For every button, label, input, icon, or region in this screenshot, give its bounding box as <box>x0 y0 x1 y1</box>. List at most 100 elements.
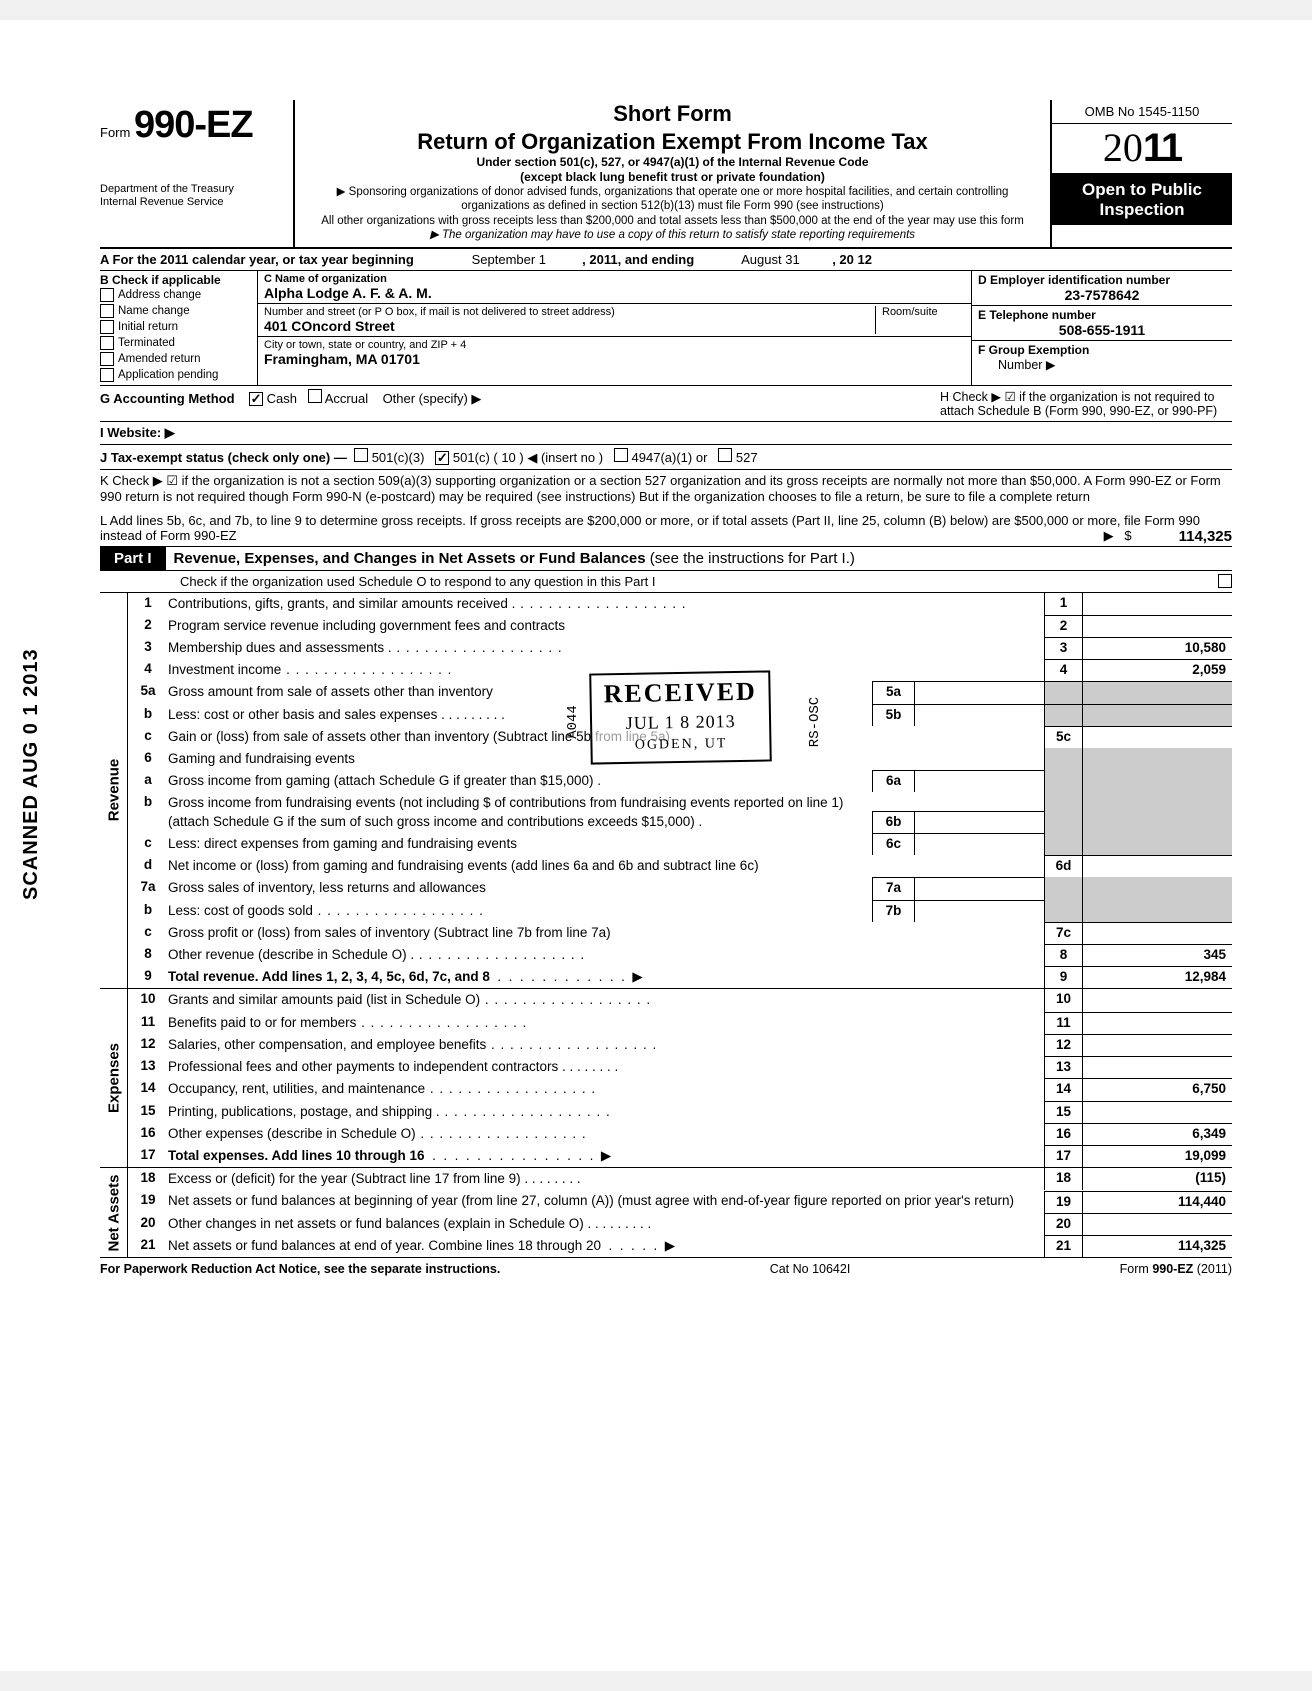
line-7a: 7aGross sales of inventory, less returns… <box>128 877 1232 899</box>
other-label: Other (specify) ▶ <box>383 391 482 406</box>
group-ex-number: Number ▶ <box>978 357 1226 372</box>
part1-tag: Part I <box>100 547 166 570</box>
revenue-section: Revenue 1Contributions, gifts, grants, a… <box>100 593 1232 990</box>
block-bcdef: B Check if applicable Address change Nam… <box>100 271 1232 386</box>
omb-number: OMB No 1545-1150 <box>1052 100 1232 124</box>
line-18: 18Excess or (deficit) for the year (Subt… <box>128 1168 1232 1190</box>
form-number-big: 990-EZ <box>134 104 253 146</box>
chk-terminated[interactable]: Terminated <box>100 335 253 351</box>
line-l-amount: 114,325 <box>1179 528 1232 545</box>
line-6b: bGross income from fundraising events (n… <box>128 792 1232 832</box>
revenue-lines: 1Contributions, gifts, grants, and simil… <box>128 593 1232 989</box>
dept-line1: Department of the Treasury <box>100 183 287 196</box>
chk-accrual[interactable] <box>308 389 322 403</box>
a1-label: 4947(a)(1) or <box>632 450 708 465</box>
line-6a: aGross income from gaming (attach Schedu… <box>128 770 1232 792</box>
line-3: 3Membership dues and assessments .310,58… <box>128 637 1232 659</box>
sched-o-text: Check if the organization used Schedule … <box>180 574 656 589</box>
note-1: ▶ Sponsoring organizations of donor advi… <box>303 185 1042 214</box>
line-a-pre: A For the 2011 calendar year, or tax yea… <box>100 252 414 267</box>
revenue-label: Revenue <box>100 593 128 989</box>
open-line1: Open to Public <box>1054 180 1230 200</box>
expenses-lines: 10Grants and similar amounts paid (list … <box>128 989 1232 1167</box>
chk-4947[interactable] <box>614 448 628 462</box>
line-7c: cGross profit or (loss) from sales of in… <box>128 922 1232 944</box>
j-content: J Tax-exempt status (check only one) — 5… <box>100 445 932 469</box>
part1-title: Revenue, Expenses, and Changes in Net As… <box>166 550 855 567</box>
city-label: City or town, state or country, and ZIP … <box>264 339 965 351</box>
stamp-code-1: A044 <box>565 705 581 739</box>
row-gh: G Accounting Method ✓ Cash Accrual Other… <box>100 386 1232 422</box>
row-j-right <box>932 445 1232 469</box>
page-footer: For Paperwork Reduction Act Notice, see … <box>100 1258 1232 1276</box>
netassets-label: Net Assets <box>100 1168 128 1257</box>
line-21: 21Net assets or fund balances at end of … <box>128 1235 1232 1257</box>
line-15: 15Printing, publications, postage, and s… <box>128 1101 1232 1123</box>
line-a-yr: , 20 12 <box>832 252 872 267</box>
form-page: SCANNED AUG 0 1 2013 Form 990-EZ Departm… <box>0 20 1312 1671</box>
line-l: L Add lines 5b, 6c, and 7b, to line 9 to… <box>100 510 1232 547</box>
chk-527[interactable] <box>718 448 732 462</box>
row-org-city: City or town, state or country, and ZIP … <box>258 337 971 369</box>
chk-address-change[interactable]: Address change <box>100 287 253 303</box>
form-header: Form 990-EZ Department of the Treasury I… <box>100 100 1232 249</box>
row-i: I Website: ▶ <box>100 422 1232 445</box>
chk-501c3[interactable] <box>354 448 368 462</box>
expenses-label: Expenses <box>100 989 128 1167</box>
org-name-value: Alpha Lodge A. F. & A. M. <box>264 285 965 301</box>
dept-line2: Internal Revenue Service <box>100 196 287 209</box>
chk-cash[interactable]: ✓ <box>249 392 263 406</box>
part1-header: Part I Revenue, Expenses, and Changes in… <box>100 547 1232 571</box>
chk-sched-o[interactable] <box>1218 574 1232 588</box>
room-suite: Room/suite <box>875 306 965 334</box>
line-10: 10Grants and similar amounts paid (list … <box>128 989 1232 1011</box>
accrual-label: Accrual <box>325 391 368 406</box>
row-phone: E Telephone number 508-655-1911 <box>972 306 1232 341</box>
phone-value: 508-655-1911 <box>978 322 1226 338</box>
line-a-end: August 31 <box>741 252 800 267</box>
row-h: H Check ▶ ☑ if the organization is not r… <box>932 386 1232 421</box>
chk-name-change[interactable]: Name change <box>100 303 253 319</box>
stamp-code-2: RS-OSC <box>807 697 823 747</box>
block-ghij: G Accounting Method ✓ Cash Accrual Other… <box>100 386 1232 470</box>
cash-label: Cash <box>267 391 297 406</box>
chk-initial-return[interactable]: Initial return <box>100 319 253 335</box>
form-year: 2011 <box>1052 124 1232 174</box>
note-2: All other organizations with gross recei… <box>303 214 1042 228</box>
ein-value: 23-7578642 <box>978 287 1226 303</box>
stamp-date: JUL 1 8 2013 <box>604 711 758 735</box>
row-org-name: C Name of organization Alpha Lodge A. F.… <box>258 271 971 304</box>
row-ein: D Employer identification number 23-7578… <box>972 271 1232 306</box>
title-return: Return of Organization Exempt From Incom… <box>303 128 1042 156</box>
row-h2 <box>932 422 1232 444</box>
chk-app-pending[interactable]: Application pending <box>100 367 253 383</box>
header-right: OMB No 1545-1150 2011 Open to Public Ins… <box>1052 100 1232 247</box>
subtitle-1: Under section 501(c), 527, or 4947(a)(1)… <box>303 155 1042 170</box>
footer-left: For Paperwork Reduction Act Notice, see … <box>100 1262 500 1276</box>
footer-right: Form 990-EZ (2011) <box>1120 1262 1232 1276</box>
footer-mid: Cat No 10642I <box>770 1262 851 1276</box>
year-suffix: 11 <box>1143 126 1181 170</box>
line-7b: bLess: cost of goods sold7b <box>128 900 1232 922</box>
line-11: 11Benefits paid to or for members11 <box>128 1012 1232 1034</box>
line-12: 12Salaries, other compensation, and empl… <box>128 1034 1232 1056</box>
line-2: 2Program service revenue including gover… <box>128 615 1232 637</box>
line-19: 19Net assets or fund balances at beginni… <box>128 1190 1232 1212</box>
chk-amended[interactable]: Amended return <box>100 351 253 367</box>
website-label: I Website: ▶ <box>100 422 932 444</box>
expenses-section: Expenses 10Grants and similar amounts pa… <box>100 989 1232 1168</box>
dept-treasury: Department of the Treasury Internal Reve… <box>100 183 287 208</box>
group-ex-label: F Group Exemption <box>978 343 1226 357</box>
addr-label: Number and street (or P O box, if mail i… <box>264 306 875 318</box>
row-group-exemption: F Group Exemption Number ▶ <box>972 341 1232 374</box>
ein-label: D Employer identification number <box>978 273 1226 287</box>
subtitle-2: (except black lung benefit trust or priv… <box>303 170 1042 185</box>
scanned-stamp: SCANNED AUG 0 1 2013 <box>20 648 43 900</box>
line-k: K Check ▶ ☑ if the organization is not a… <box>100 470 1232 510</box>
line-1: 1Contributions, gifts, grants, and simil… <box>128 593 1232 615</box>
chk-501c[interactable]: ✓ <box>435 451 449 465</box>
line-a: A For the 2011 calendar year, or tax yea… <box>100 249 1232 271</box>
line-6d: dNet income or (loss) from gaming and fu… <box>128 855 1232 877</box>
line-9: 9Total revenue. Add lines 1, 2, 3, 4, 5c… <box>128 966 1232 988</box>
note-3: ▶ The organization may have to use a cop… <box>303 228 1042 242</box>
